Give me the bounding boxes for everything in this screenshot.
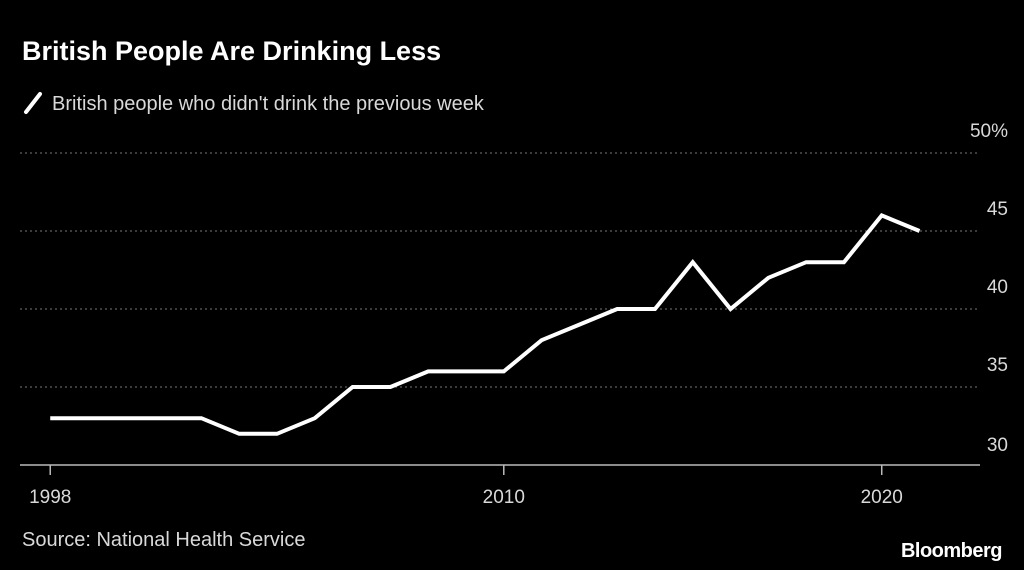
y-tick-label: 40 [987,277,1008,298]
y-tick-label: 45 [987,199,1008,220]
x-tick-label: 1998 [29,487,71,508]
source: Source: National Health Service [22,529,305,551]
legend-label: British people who didn't drink the prev… [52,93,485,115]
legend-icon [24,92,42,114]
y-tick-label: 35 [987,355,1008,376]
y-tick-label: 30 [987,435,1008,456]
x-tick-label: 2010 [483,487,525,508]
y-tick-label: 50% [970,121,1008,142]
line [50,212,921,436]
chart-title: British People Are Drinking Less [22,36,441,66]
x-tick-label: 2020 [861,487,903,508]
brand: Bloomberg [901,540,1002,562]
